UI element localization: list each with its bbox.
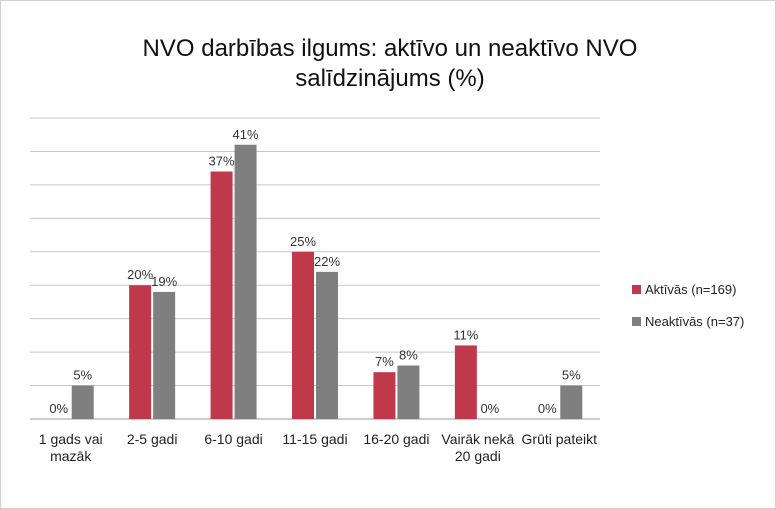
bar [210, 171, 233, 419]
data-label: 5% [73, 368, 92, 383]
x-tick-label: 1 gads vai mazāk [38, 431, 103, 464]
bar [234, 144, 257, 419]
x-tick-label: Vairāk nekā 20 gadi [441, 431, 515, 464]
data-label: 7% [375, 354, 394, 369]
bar [129, 285, 152, 419]
bar [454, 345, 477, 419]
x-tick-label: 6-10 gadi [204, 431, 263, 447]
x-tick-label: 11-15 gadi [282, 431, 348, 447]
bar [316, 271, 338, 419]
data-label: 5% [562, 368, 581, 383]
x-tick-label: 2-5 gadi [126, 431, 178, 447]
bar [153, 291, 176, 419]
data-label: 8% [399, 347, 418, 362]
x-tick-label: 16-20 gadi [363, 431, 430, 447]
legend-swatch [632, 285, 641, 294]
chart-title: salīdzinājums (%) [295, 65, 484, 92]
x-tick-label: Grūti pateikt [521, 431, 598, 447]
chart-title: NVO darbības ilgums: aktīvo un neaktīvo … [143, 35, 638, 62]
bar [560, 385, 583, 419]
data-label: 0% [480, 401, 499, 416]
data-label: 22% [314, 254, 340, 269]
data-label: 0% [538, 401, 557, 416]
data-label: 19% [151, 274, 177, 289]
legend-swatch [632, 317, 641, 326]
data-label: 0% [49, 401, 68, 416]
data-label: 11% [453, 327, 478, 342]
legend-label: Neaktīvās (n=37) [645, 314, 744, 329]
data-label: 20% [127, 267, 153, 282]
bar [292, 251, 314, 419]
bar [373, 372, 396, 419]
data-label: 25% [290, 234, 316, 249]
bar [397, 365, 420, 419]
legend-label: Aktīvās (n=169) [645, 282, 736, 297]
data-label: 37% [209, 154, 235, 169]
data-label: 41% [233, 127, 259, 142]
bar [71, 385, 94, 419]
